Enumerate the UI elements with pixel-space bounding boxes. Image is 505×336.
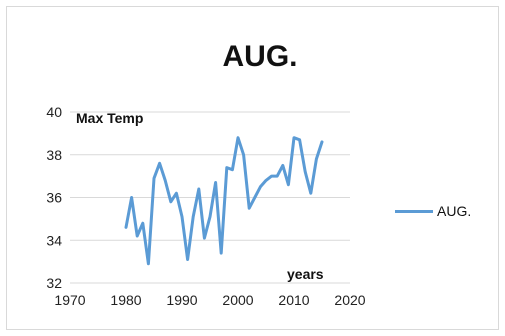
legend-label: AUG. [437,203,472,219]
y-tick-label-38: 38 [46,147,62,163]
y-tick-label-34: 34 [46,232,62,248]
y-tick-label-32: 32 [46,275,62,291]
chart-area [6,6,499,330]
chart-title: AUG. [222,40,298,73]
x-tick-label-1990: 1990 [166,292,197,308]
x-axis-label: years [287,266,324,282]
x-tick-label-1970: 1970 [54,292,85,308]
x-tick-label-2020: 2020 [334,292,365,308]
x-tick-label-2010: 2010 [278,292,309,308]
legend: AUG. [395,203,471,219]
y-axis-label: Max Temp [76,110,144,126]
series-line-aug [124,136,324,266]
legend-line-swatch [395,209,433,213]
x-tick-label-2000: 2000 [222,292,253,308]
y-tick-label-36: 36 [46,190,62,206]
y-tick-label-40: 40 [46,104,62,120]
x-tick-label-1980: 1980 [110,292,141,308]
